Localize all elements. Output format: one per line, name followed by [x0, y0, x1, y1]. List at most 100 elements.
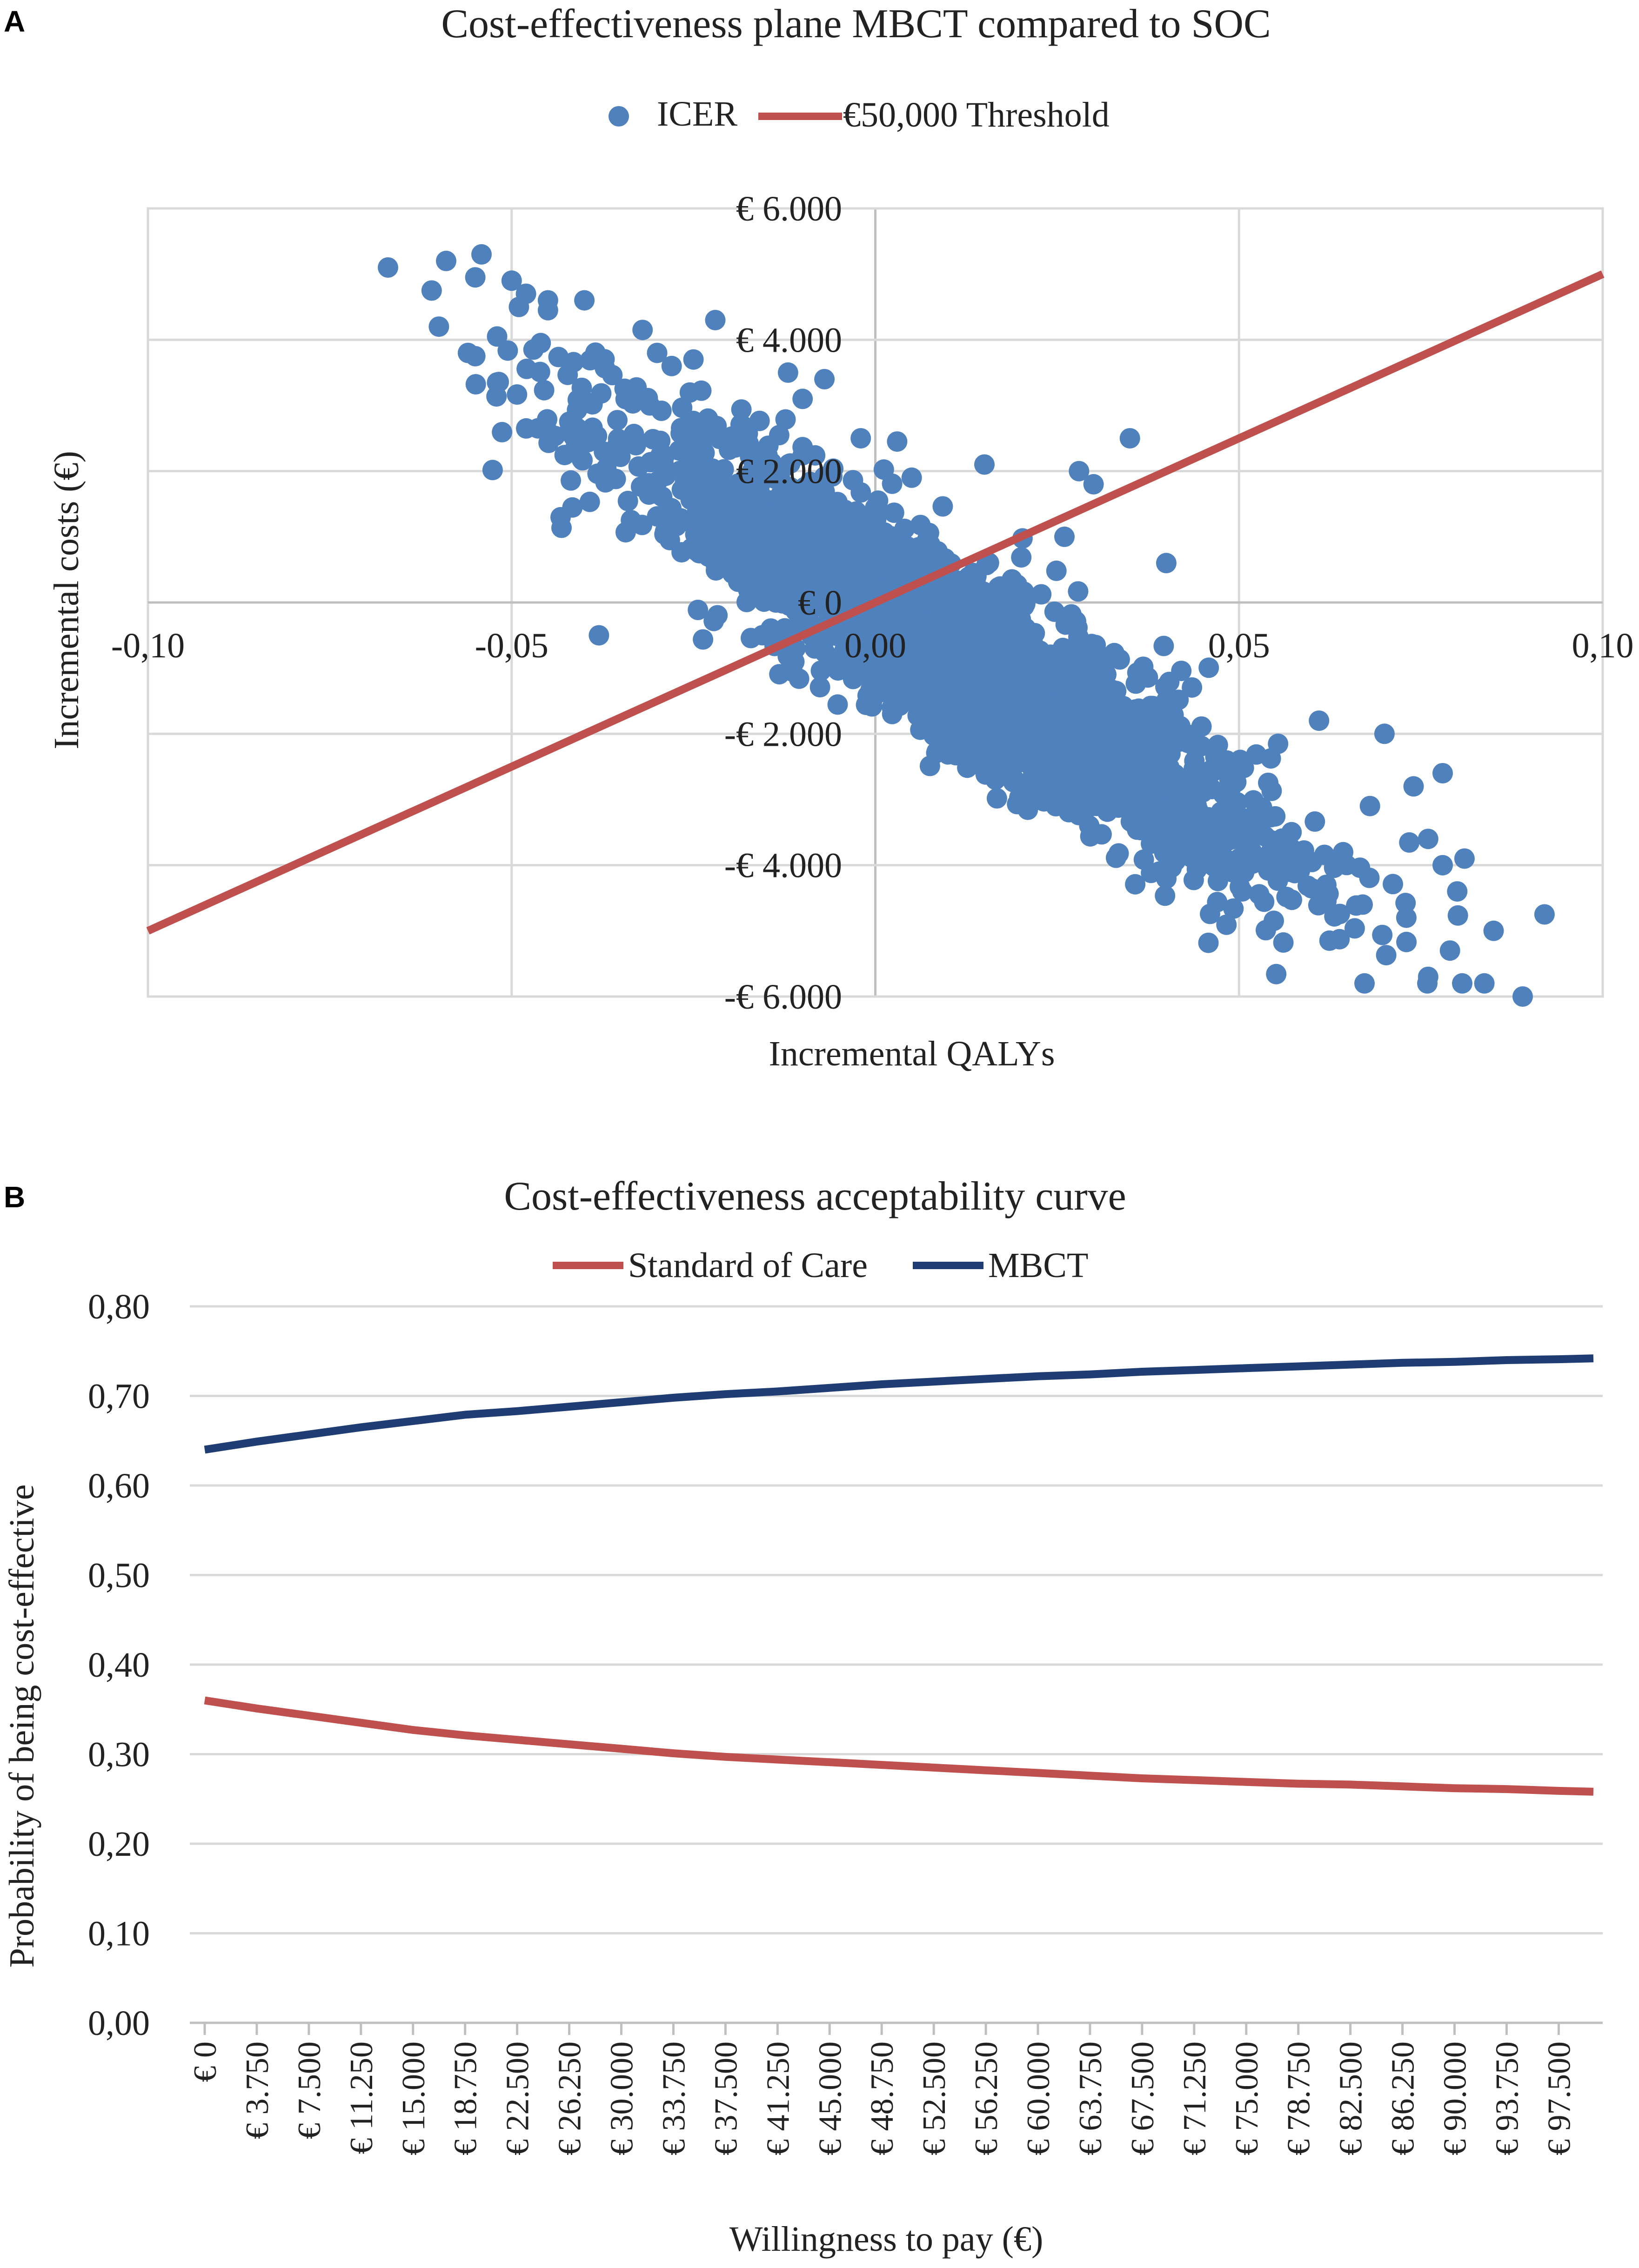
icer-point [749, 410, 770, 431]
icer-point [688, 600, 709, 620]
icer-point [757, 445, 778, 466]
icer-point [1030, 640, 1050, 661]
icer-point [769, 425, 789, 446]
icer-point [1094, 728, 1115, 749]
icer-point [1091, 824, 1112, 845]
icer-point [712, 538, 733, 559]
icer-point [1111, 723, 1132, 743]
icer-point [870, 554, 891, 575]
x-tick-label: 0,05 [1208, 626, 1270, 665]
icer-point [1184, 758, 1204, 779]
icer-point [832, 565, 853, 586]
icer-point [985, 769, 1006, 790]
y-tick-label: 0,30 [88, 1735, 150, 1774]
icer-point [750, 484, 771, 505]
x-tick-label: € 41.250 [760, 2041, 796, 2155]
icer-point [927, 541, 948, 562]
icer-point [1232, 881, 1253, 902]
legend-icer-label: ICER [657, 94, 737, 134]
icer-point [744, 521, 765, 542]
icer-point [887, 431, 908, 452]
icer-point [1083, 474, 1104, 495]
icer-point [687, 495, 708, 516]
icer-point [713, 459, 734, 480]
icer-point [1185, 796, 1206, 816]
icer-point [579, 491, 600, 512]
icer-point [610, 447, 631, 467]
icer-point [1249, 884, 1270, 905]
panel-a-title: Cost-effectiveness plane MBCT compared t… [441, 1, 1271, 47]
icer-point [930, 596, 950, 617]
icer-point [901, 467, 922, 488]
icer-point [792, 388, 813, 409]
icer-point [823, 458, 844, 479]
y-tick-label: 0,50 [88, 1556, 150, 1595]
x-tick-label: € 56.250 [969, 2041, 1004, 2155]
icer-point [574, 290, 595, 311]
icer-point [974, 746, 995, 767]
icer-point [1004, 612, 1025, 633]
icer-point [756, 574, 776, 595]
icer-point [1324, 906, 1345, 927]
icer-point [638, 473, 659, 494]
icer-point [1403, 776, 1424, 797]
icer-point [1266, 963, 1287, 984]
icer-point [1140, 767, 1161, 788]
icer-point [777, 479, 798, 500]
panel-b-acceptability-curve: B Cost-effectiveness acceptability curve… [2, 1174, 1603, 2259]
icer-point [1376, 945, 1397, 966]
icer-point [682, 435, 703, 456]
icer-point [1309, 710, 1330, 731]
x-tick-label: -0,05 [475, 626, 549, 665]
y-tick-label: 0,00 [88, 2004, 150, 2043]
icer-point [973, 581, 994, 602]
icer-point [1011, 664, 1032, 685]
icer-point [563, 426, 584, 447]
icer-point [928, 697, 949, 718]
y-tick-label: 0,20 [88, 1825, 150, 1864]
icer-point [703, 610, 724, 631]
icer-point [465, 374, 486, 395]
icer-point [1383, 874, 1403, 895]
icer-point [1073, 758, 1094, 779]
icer-point [771, 573, 792, 593]
icer-point [952, 690, 973, 711]
icer-point [1011, 547, 1032, 568]
icer-point [1007, 574, 1028, 595]
icer-point [1258, 845, 1278, 866]
icer-point [790, 523, 811, 543]
x-tick-label: € 86.250 [1385, 2041, 1421, 2155]
icer-point [1223, 898, 1244, 919]
icer-point [1069, 776, 1090, 797]
icer-point [1534, 904, 1555, 925]
x-tick-label: € 18.750 [448, 2041, 484, 2155]
icer-point [1046, 560, 1067, 581]
icer-point [605, 468, 626, 489]
icer-point [1138, 704, 1159, 725]
icer-point [693, 629, 714, 650]
icer-point [928, 618, 949, 638]
icer-point [831, 509, 852, 530]
icer-point [1156, 553, 1177, 574]
icer-point [946, 726, 967, 747]
y-tick-label: -€ 2.000 [724, 715, 842, 754]
icer-point [1483, 920, 1504, 941]
icer-point [1447, 905, 1468, 926]
icer-point [571, 377, 592, 398]
icer-point [850, 482, 871, 503]
icer-point [1056, 613, 1077, 634]
panel-a-legend: ICER €50,000 Threshold [609, 94, 1110, 134]
icer-point [617, 490, 638, 511]
icer-point [1226, 802, 1247, 823]
icer-point [998, 642, 1019, 662]
icer-point [378, 257, 398, 278]
icer-point [809, 677, 830, 698]
icer-point [993, 672, 1014, 693]
icer-point [637, 388, 658, 408]
x-tick-label: € 75.000 [1229, 2041, 1265, 2155]
icer-point [428, 316, 449, 337]
icer-point [1132, 783, 1153, 804]
y-tick-label: -€ 6.000 [724, 977, 842, 1017]
icer-point [781, 587, 802, 608]
icer-point [873, 459, 894, 480]
